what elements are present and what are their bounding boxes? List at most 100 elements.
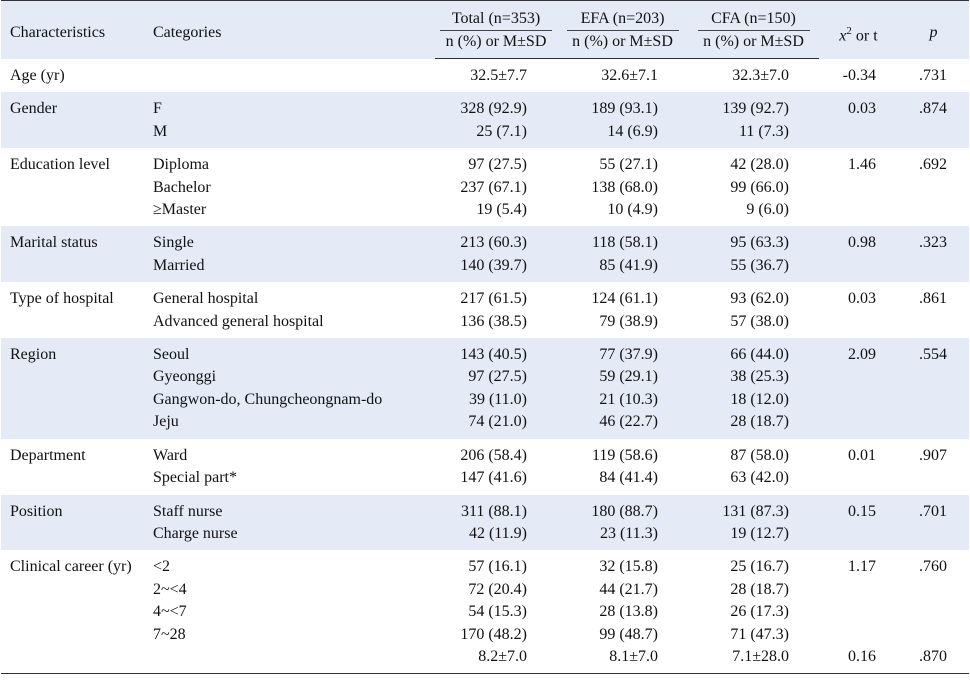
- stat-cell: -0.34: [842, 66, 876, 84]
- total-cell: 97 (27.5): [435, 366, 557, 389]
- total-cell: 311 (88.1): [435, 494, 557, 523]
- header-cell: Total (n=353): [435, 0, 557, 31]
- total-cell: 25 (7.1): [435, 120, 557, 149]
- p-cell: [898, 177, 969, 199]
- p-cell: [898, 579, 969, 601]
- cfa-cell: 32.3±7.0: [732, 67, 789, 84]
- cfa-cell: 26 (17.3): [730, 603, 789, 621]
- stat-cell: 0.03: [819, 92, 898, 121]
- cfa-cell: 131 (87.3): [688, 494, 819, 523]
- table-row: Charge nurse 42 (11.9) 23 (11.3) 19 (12.7): [1, 522, 969, 551]
- total-cell: 237 (67.1): [460, 178, 527, 196]
- p-cell: [898, 522, 969, 551]
- total-cell: 32.5±7.7: [470, 67, 527, 84]
- stat-cell: [819, 601, 898, 623]
- efa-cell: 119 (58.6): [591, 446, 658, 464]
- table: Characteristics Categories Total (n=353)…: [1, 0, 969, 673]
- row-group: Age (yr) 32.5±7.7 32.6±7.1 32.3±7.0 -0.34 .73…: [1, 59, 969, 93]
- total-cell: 74 (21.0): [435, 411, 557, 439]
- category-cell: Diploma: [153, 156, 209, 174]
- category-cell: Gyeonggi: [147, 366, 435, 389]
- efa-cell: 84 (41.4): [599, 469, 658, 487]
- category-cell: Married: [147, 254, 435, 283]
- efa-cell: 59 (29.1): [557, 366, 688, 389]
- p-cell: .760: [919, 558, 947, 576]
- stat-cell: 2.09: [819, 338, 898, 367]
- efa-cell: 46 (22.7): [557, 411, 688, 439]
- row-group: Marital status Single 213 (60.3) 118 (58.1)…: [1, 226, 969, 283]
- total-cell: 97 (27.5): [468, 156, 527, 174]
- p-cell: [898, 388, 969, 412]
- cfa-cell: 71 (47.3): [730, 625, 789, 643]
- table-row: Marital status Single 213 (60.3) 118 (58.1)…: [1, 226, 969, 283]
- cfa-cell: 11 (7.3): [688, 120, 819, 149]
- total-cell: 136 (38.5): [460, 312, 527, 330]
- stat-cell: 0.16: [848, 647, 876, 665]
- characteristic-cell: Marital status: [1, 226, 147, 283]
- stat-cell: [819, 311, 898, 338]
- table-row: Special part* 147 (41.6) 84 (41.4) 63 (42.0…: [1, 467, 969, 494]
- stat-cell: [819, 522, 898, 551]
- efa-cell: 21 (10.3): [557, 388, 688, 412]
- header-text: CFA (n=150): [697, 8, 810, 31]
- table-row: Clinical career (yr) <2 57 (16.1) 32 (15.8)…: [1, 550, 969, 578]
- cfa-cell: 63 (42.0): [730, 469, 789, 487]
- category-cell: 4~<7: [153, 603, 187, 621]
- total-cell: 8.2±7.0: [478, 647, 527, 665]
- total-cell: 42 (11.9): [435, 522, 557, 551]
- table-row: Bachelor 237 (67.1) 138 (68.0) 99 (66.0): [1, 177, 969, 199]
- cfa-cell: 42 (28.0): [730, 156, 789, 174]
- table-row: Position Staff nurse 311 (88.1) 180 (88.7) 1…: [1, 494, 969, 551]
- header-text: 2: [846, 24, 852, 37]
- cfa-cell: 57 (38.0): [730, 312, 789, 330]
- p-cell: .874: [898, 92, 969, 121]
- header-text: Total (n=353): [440, 8, 552, 31]
- header-cell: n (%) or M±SD: [557, 31, 688, 59]
- table-row: 7~28 170 (48.2) 99 (48.7) 71 (47.3): [1, 624, 969, 646]
- efa-cell: 77 (37.9): [557, 338, 688, 367]
- row-group: Clinical career (yr) <2 57 (16.1) 32 (15.8)…: [1, 550, 969, 673]
- stat-cell: 0.01: [848, 446, 876, 464]
- efa-cell: 44 (21.7): [599, 580, 658, 598]
- table-row: Gyeonggi 97 (27.5) 59 (29.1) 38 (25.3): [1, 366, 969, 389]
- category-cell: <2: [153, 558, 171, 576]
- table-row: Advanced general hospital 136 (38.5) 79 (3…: [1, 311, 969, 338]
- total-cell: 147 (41.6): [460, 469, 527, 487]
- header-cell: x2 or t: [819, 0, 898, 59]
- stat-cell: [819, 579, 898, 601]
- category-cell: [147, 59, 435, 93]
- efa-cell: 180 (88.7): [557, 494, 688, 523]
- row-group: Education level Diploma 97 (27.5) 55 (27.1)…: [1, 148, 969, 226]
- total-cell: 217 (61.5): [460, 290, 527, 308]
- p-cell: [898, 366, 969, 389]
- total-cell: 140 (39.7): [435, 254, 557, 283]
- cfa-cell: 25 (16.7): [730, 558, 789, 576]
- total-cell: 57 (16.1): [468, 558, 527, 576]
- row-group: Gender F 328 (92.9) 189 (93.1) 139 (92.7) 0.0…: [1, 92, 969, 149]
- stat-cell: [819, 199, 898, 226]
- category-cell: 2~<4: [153, 580, 187, 598]
- p-cell: .907: [919, 446, 947, 464]
- stat-cell: [819, 254, 898, 283]
- total-cell: 328 (92.9): [435, 92, 557, 121]
- cfa-cell: 55 (36.7): [688, 254, 819, 283]
- p-cell: .731: [919, 66, 947, 84]
- efa-cell: 55 (27.1): [599, 156, 658, 174]
- cfa-cell: 139 (92.7): [688, 92, 819, 121]
- category-cell: Jeju: [147, 411, 435, 439]
- table-row: ≥Master 19 (5.4) 10 (4.9) 9 (6.0): [1, 199, 969, 226]
- header-text: p: [929, 24, 938, 42]
- cfa-cell: 99 (66.0): [730, 178, 789, 196]
- p-cell: .692: [919, 156, 947, 174]
- efa-cell: 8.1±7.0: [609, 647, 658, 665]
- efa-cell: 124 (61.1): [591, 290, 658, 308]
- total-cell: 143 (40.5): [435, 338, 557, 367]
- cfa-cell: 19 (12.7): [688, 522, 819, 551]
- characteristic-cell: Age (yr): [10, 66, 65, 84]
- table-row: Department Ward 206 (58.4) 119 (58.6) 87 (58…: [1, 439, 969, 467]
- category-cell: Special part*: [153, 469, 237, 487]
- p-cell: [898, 467, 969, 494]
- header-cell: n (%) or M±SD: [435, 31, 557, 59]
- stat-cell: [819, 624, 898, 646]
- stat-cell: 0.98: [819, 226, 898, 255]
